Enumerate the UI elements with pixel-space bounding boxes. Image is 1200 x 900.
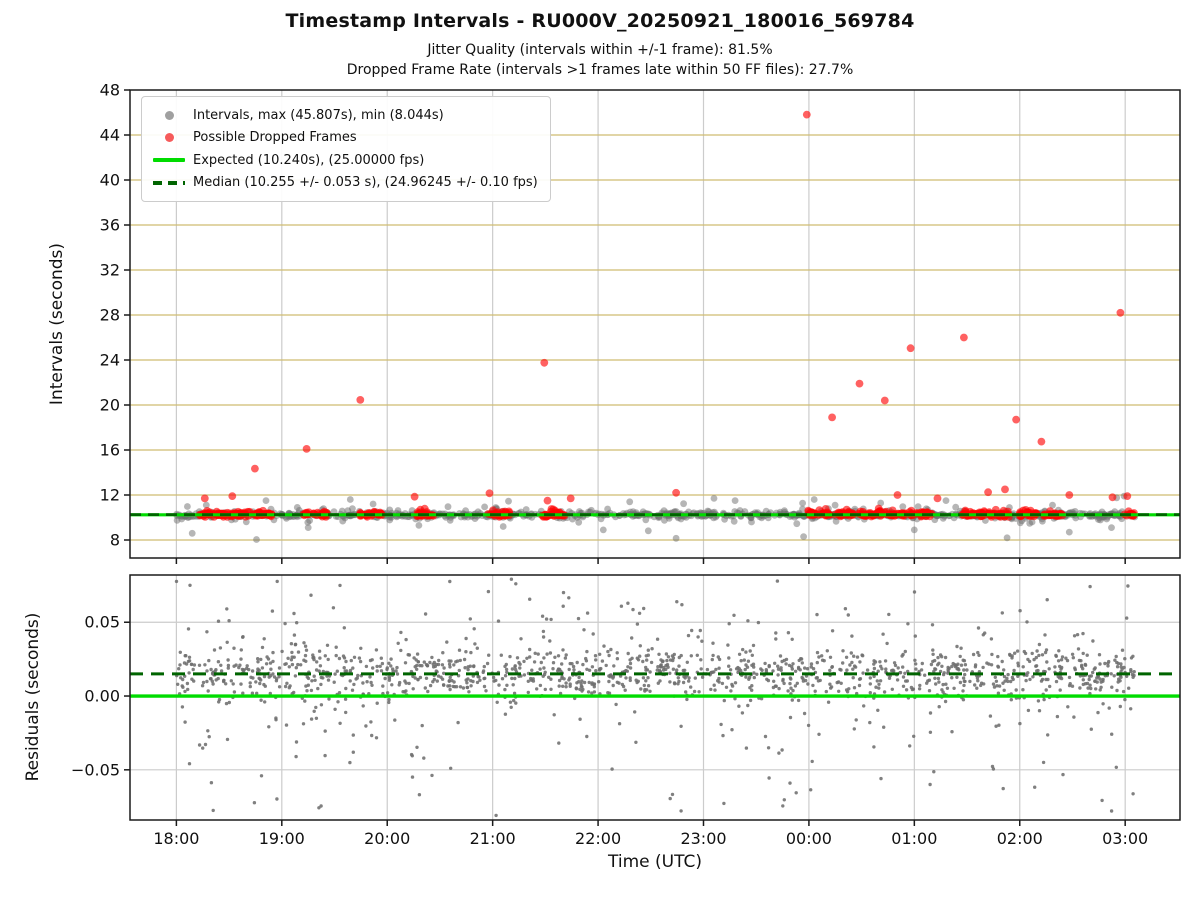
legend-item-intervals: Intervals, max (45.807s), min (8.044s)	[151, 104, 538, 127]
svg-text:0.00: 0.00	[84, 687, 120, 706]
svg-text:24: 24	[100, 351, 120, 370]
y-axis-label-intervals: Intervals (seconds)	[47, 242, 67, 406]
svg-text:0.05: 0.05	[84, 613, 120, 632]
x-axis-label-time-utc: Time (UTC)	[608, 852, 702, 872]
chart-title: Timestamp Intervals - RU000V_20250921_18…	[285, 10, 915, 32]
legend-label-dropped-frames: Possible Dropped Frames	[193, 130, 357, 146]
svg-text:18:00: 18:00	[153, 829, 199, 848]
svg-text:16: 16	[100, 441, 120, 460]
svg-text:44: 44	[100, 126, 120, 145]
svg-text:20: 20	[100, 396, 120, 415]
svg-text:19:00: 19:00	[259, 829, 305, 848]
gray-dot-icon	[151, 110, 187, 120]
svg-text:20:00: 20:00	[364, 829, 410, 848]
legend-label-median: Median (10.255 +/- 0.053 s), (24.96245 +…	[193, 175, 538, 191]
svg-text:00:00: 00:00	[786, 829, 832, 848]
svg-text:21:00: 21:00	[470, 829, 516, 848]
residual-reference-lines	[130, 672, 1180, 698]
legend-item-median: Median (10.255 +/- 0.053 s), (24.96245 +…	[151, 172, 538, 195]
svg-text:32: 32	[100, 261, 120, 280]
chart-subtitle-jitter-quality: Jitter Quality (intervals within +/-1 fr…	[427, 42, 773, 58]
svg-text:12: 12	[100, 486, 120, 505]
legend: Intervals, max (45.807s), min (8.044s) P…	[141, 96, 551, 202]
legend-item-dropped-frames: Possible Dropped Frames	[151, 127, 538, 150]
svg-text:23:00: 23:00	[680, 829, 726, 848]
legend-item-expected: Expected (10.240s), (25.00000 fps)	[151, 149, 538, 172]
svg-text:36: 36	[100, 216, 120, 235]
legend-label-intervals: Intervals, max (45.807s), min (8.044s)	[193, 107, 444, 123]
red-dot-icon	[151, 133, 187, 143]
solid-line-icon	[151, 158, 187, 163]
svg-text:02:00: 02:00	[997, 829, 1043, 848]
svg-text:40: 40	[100, 171, 120, 190]
axis-ticks: 8 12 16 20 24 28 32 36 40 44 48 −0.05 0.00 0.05 18:00 1…	[71, 81, 1148, 849]
svg-text:48: 48	[100, 81, 120, 100]
y-axis-label-residuals: Residuals (seconds)	[23, 612, 43, 782]
svg-text:8: 8	[110, 531, 120, 550]
svg-text:28: 28	[100, 306, 120, 325]
svg-text:01:00: 01:00	[891, 829, 937, 848]
chart-subtitle-dropped-frame-rate: Dropped Frame Rate (intervals >1 frames …	[346, 62, 854, 78]
svg-text:03:00: 03:00	[1102, 829, 1148, 848]
svg-text:−0.05: −0.05	[71, 760, 120, 779]
svg-text:22:00: 22:00	[575, 829, 621, 848]
dashed-line-icon	[151, 180, 187, 185]
panel-frames	[129, 89, 1181, 821]
legend-label-expected: Expected (10.240s), (25.00000 fps)	[193, 152, 425, 168]
